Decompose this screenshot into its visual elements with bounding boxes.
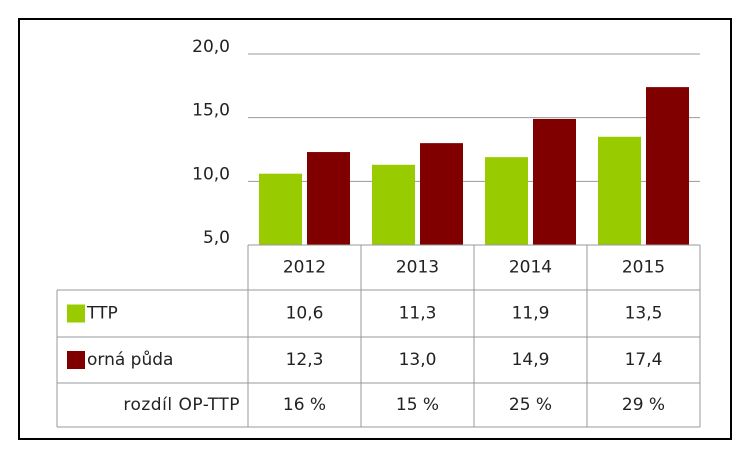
table-value: 10,6 <box>286 304 324 324</box>
x-tick-label: 2014 <box>509 258 552 278</box>
table-value: 17,4 <box>625 350 663 370</box>
bar <box>598 136 641 245</box>
bar <box>372 164 415 245</box>
legend-swatch <box>67 351 85 369</box>
y-tick-label: 10,0 <box>192 164 230 184</box>
table-value: 13,5 <box>625 304 663 324</box>
table-value: 14,9 <box>512 350 550 370</box>
legend-swatch <box>67 304 85 323</box>
bar <box>259 173 302 245</box>
table-value: 13,0 <box>399 350 437 370</box>
y-tick-label: 5,0 <box>203 228 230 248</box>
table-value: 15 % <box>396 395 439 415</box>
legend-label: orná půda <box>87 350 173 370</box>
y-tick-label: 20,0 <box>192 37 230 57</box>
table-value: 11,9 <box>512 304 550 324</box>
bar <box>485 157 528 245</box>
bar <box>533 118 576 245</box>
x-tick-label: 2013 <box>396 258 439 278</box>
table-value: 29 % <box>622 395 665 415</box>
legend-label: TTP <box>86 304 118 324</box>
row-label: rozdíl OP-TTP <box>123 395 240 415</box>
bar <box>646 87 689 246</box>
bar <box>420 143 463 245</box>
y-tick-label: 15,0 <box>192 101 230 121</box>
x-tick-label: 2015 <box>622 258 665 278</box>
table-value: 25 % <box>509 395 552 415</box>
x-tick-label: 2012 <box>283 258 326 278</box>
table-value: 11,3 <box>399 304 437 324</box>
table-value: 12,3 <box>286 350 324 370</box>
bar <box>307 152 350 245</box>
table-value: 16 % <box>283 395 326 415</box>
